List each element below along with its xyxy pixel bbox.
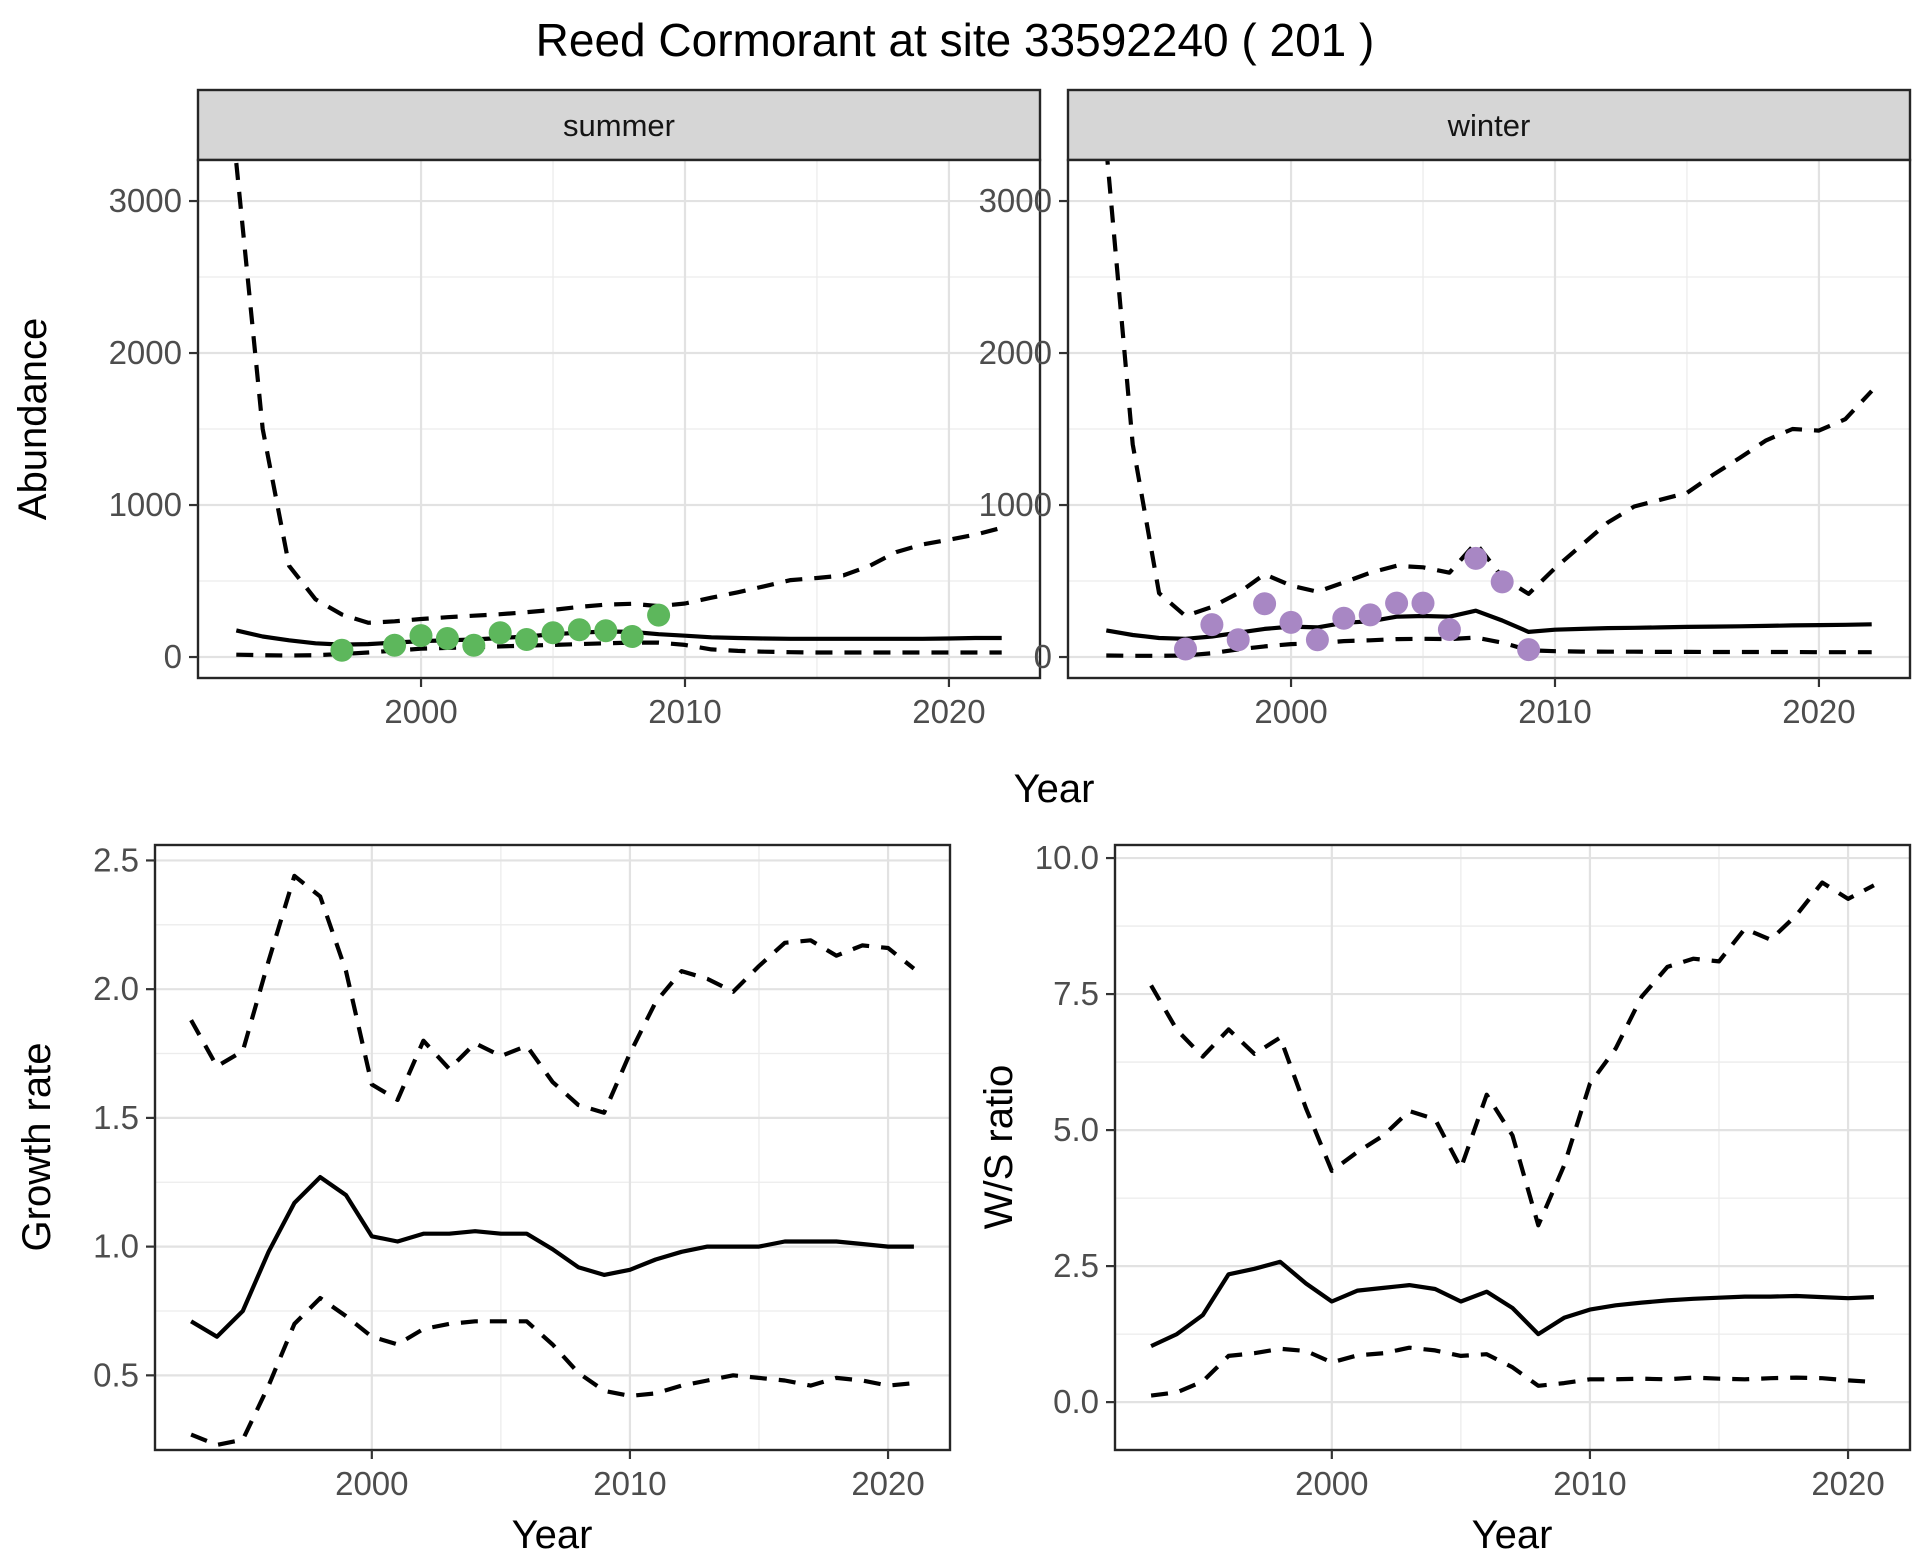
- series-lower_95ci-line: [236, 640, 1002, 658]
- data-point-observed_counts_winter: [1332, 606, 1356, 630]
- series-lower_95ci-line: [190, 1295, 915, 1448]
- y-tick-label: 10.0: [1035, 839, 1099, 876]
- x-tick-label: 2020: [851, 1465, 924, 1502]
- panel-border: [153, 843, 952, 1452]
- top-x-axis-title: Year: [1014, 767, 1095, 811]
- series-median_fit-line: [235, 628, 1002, 647]
- panel-border: [196, 158, 1042, 680]
- x-tick-label: 2020: [1782, 693, 1855, 730]
- ws-ratio-y-axis-title: W/S ratio: [977, 1065, 1021, 1229]
- y-tick-label: 1.5: [93, 1099, 139, 1136]
- series-median_growth-line: [190, 1174, 914, 1339]
- data-point-observed_counts_summer: [541, 621, 565, 645]
- data-point-observed_counts_winter: [1385, 591, 1409, 615]
- x-tick-label: 2000: [1295, 1465, 1368, 1502]
- series-upper_95ci-line: [234, 162, 1003, 625]
- data-point-observed_counts_summer: [647, 603, 671, 627]
- ws-ratio-x-axis-title: Year: [1472, 1513, 1553, 1557]
- data-point-observed_counts_winter: [1464, 546, 1488, 570]
- y-tick-label: 0: [164, 638, 182, 675]
- series-upper_95ci-line: [1105, 160, 1874, 619]
- data-point-observed_counts_winter: [1358, 603, 1382, 627]
- data-point-observed_counts_winter: [1279, 610, 1303, 634]
- y-tick-label: 3000: [109, 182, 182, 219]
- data-point-observed_counts_winter: [1437, 618, 1461, 641]
- panel-background: [1068, 160, 1910, 678]
- data-point-observed_counts_summer: [488, 621, 512, 645]
- x-tick-label: 2010: [593, 1465, 666, 1502]
- strip-background: [196, 88, 1042, 162]
- panel-border: [1113, 843, 1912, 1452]
- data-point-observed_counts_winter: [1200, 613, 1224, 637]
- panel-background: [155, 845, 950, 1450]
- growth-rate-y-axis-title: Growth rate: [15, 1043, 59, 1252]
- data-point-observed_counts_winter: [1411, 591, 1435, 615]
- strip-background: [1066, 88, 1912, 162]
- data-point-observed_counts_summer: [330, 638, 354, 662]
- strip-label-summer: summer: [563, 108, 675, 143]
- data-point-observed_counts_summer: [409, 624, 433, 648]
- y-tick-label: 1000: [109, 486, 182, 523]
- data-point-observed_counts_summer: [515, 628, 539, 651]
- series-upper_95ci-line: [189, 873, 916, 1115]
- data-point-observed_counts_summer: [383, 633, 407, 657]
- data-point-observed_counts_summer: [594, 619, 618, 643]
- data-point-observed_counts_winter: [1174, 637, 1197, 661]
- data-point-observed_counts_summer: [435, 627, 459, 650]
- data-point-observed_counts_winter: [1517, 638, 1541, 662]
- panel-ws-ratio: 2000 2010 2020 0.0 2.5 5.0 7.5 10.0: [1035, 839, 1912, 1502]
- x-tick-label: 2020: [1811, 1465, 1884, 1502]
- y-tick-label: 3000: [979, 182, 1052, 219]
- y-tick-label: 0.5: [93, 1356, 139, 1393]
- data-point-observed_counts_winter: [1305, 628, 1329, 652]
- facet-strip-winter: winter: [1066, 88, 1912, 162]
- panel-abundance-summer: 2000 2010 2020 0 1000 2000 3000: [109, 158, 1042, 730]
- x-tick-label: 2020: [912, 693, 985, 730]
- growth-rate-x-axis-title: Year: [512, 1513, 593, 1557]
- series-lower_95ci-line: [1150, 1345, 1875, 1398]
- y-tick-label: 1000: [979, 486, 1052, 523]
- y-tick-label: 5.0: [1053, 1111, 1099, 1148]
- panel-background: [1115, 845, 1910, 1450]
- data-point-observed_counts_summer: [462, 633, 486, 657]
- panel-background: [198, 160, 1040, 678]
- data-point-observed_counts_summer: [567, 618, 591, 642]
- panel-abundance-winter: 2000 2010 2020 0 1000 2000 3000: [979, 158, 1912, 730]
- data-point-observed_counts_winter: [1253, 592, 1277, 616]
- x-tick-label: 2000: [335, 1465, 408, 1502]
- strip-label-winter: winter: [1447, 108, 1531, 143]
- x-tick-label: 2000: [1254, 693, 1327, 730]
- y-tick-label: 0.0: [1053, 1383, 1099, 1420]
- y-tick-label: 2.5: [93, 841, 139, 878]
- panel-border: [1066, 158, 1912, 680]
- x-tick-label: 2000: [384, 693, 457, 730]
- data-point-observed_counts_winter: [1490, 570, 1514, 594]
- y-tick-label: 0: [1034, 638, 1052, 675]
- y-tick-label: 2000: [109, 334, 182, 371]
- y-tick-label: 2.0: [93, 970, 139, 1007]
- panel-growth-rate: 2000 2010 2020 0.5 1.0 1.5 2.0 2.5: [93, 841, 952, 1502]
- x-tick-label: 2010: [1518, 693, 1591, 730]
- abundance-y-axis-title: Abundance: [11, 318, 55, 520]
- series-median_ratio-line: [1150, 1259, 1874, 1349]
- x-tick-label: 2010: [1553, 1465, 1626, 1502]
- y-tick-label: 2000: [979, 334, 1052, 371]
- x-tick-label: 2010: [648, 693, 721, 730]
- facet-strip-summer: summer: [196, 88, 1042, 162]
- y-tick-label: 7.5: [1053, 975, 1099, 1012]
- y-tick-label: 1.0: [93, 1228, 139, 1265]
- data-point-observed_counts_winter: [1226, 628, 1250, 652]
- chart-title: Reed Cormorant at site 33592240 ( 201 ): [536, 14, 1375, 66]
- y-tick-label: 2.5: [1053, 1247, 1099, 1284]
- series-upper_95ci-line: [1149, 880, 1875, 1228]
- data-point-observed_counts_summer: [620, 625, 644, 648]
